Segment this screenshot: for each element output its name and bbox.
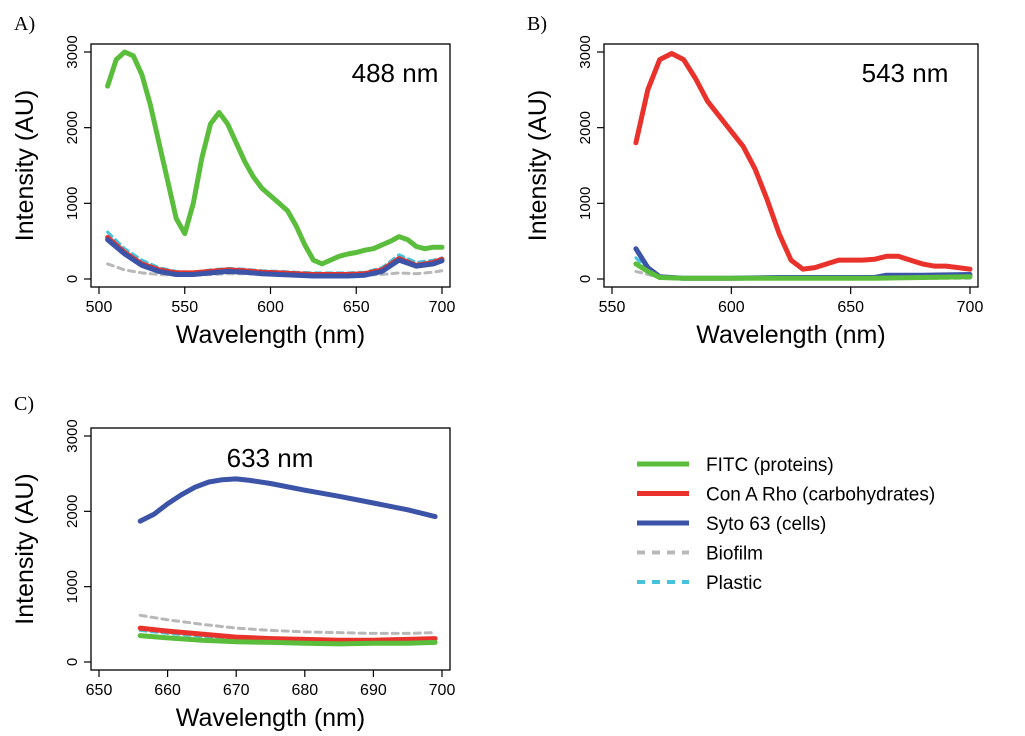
y-axis-label: Intensity (AU) — [11, 90, 39, 241]
excitation-label: 633 nm — [227, 443, 314, 473]
x-tick-label: 650 — [343, 299, 370, 316]
chart-panel-b: 0 1000 2000 3000 550 600 650 700 Wavelength (nm)… — [524, 13, 983, 349]
x-tick-label: 670 — [223, 682, 250, 699]
y-tick-label: 0 — [577, 275, 594, 283]
x-tick-label: 650 — [86, 682, 113, 699]
x-axis-label: Wavelength (nm) — [696, 321, 885, 349]
excitation-label: 543 nm — [862, 58, 949, 88]
x-tick-label: 700 — [429, 682, 456, 699]
x-tick-label: 550 — [599, 299, 626, 316]
x-axis-label: Wavelength (nm) — [176, 704, 365, 732]
legend-label: Biofilm — [706, 544, 763, 565]
plot-frame — [90, 427, 451, 671]
legend-label: Plastic — [706, 573, 762, 594]
panel-label: B) — [527, 13, 547, 35]
x-axis-label: Wavelength (nm) — [176, 321, 365, 349]
y-tick-label: 0 — [64, 658, 81, 666]
legend-label: FITC (proteins) — [706, 455, 834, 476]
x-tick-label: 600 — [257, 299, 284, 316]
legend: FITC (proteins) Con A Rho (carbohydrates)… — [637, 455, 935, 594]
series-line-syto-63-cells — [137, 476, 438, 524]
x-tick-label: 690 — [360, 682, 387, 699]
x-tick-label: 650 — [837, 299, 864, 316]
y-axis-label: Intensity (AU) — [524, 90, 552, 241]
y-tick-label: 1000 — [64, 570, 81, 603]
x-tick-label: 600 — [718, 299, 745, 316]
panel-label: C) — [14, 393, 34, 415]
series-line-fitc-proteins — [633, 261, 973, 281]
series-line-syto-63-cells — [105, 237, 445, 279]
x-tick-label: 660 — [154, 682, 181, 699]
x-tick-label: 700 — [957, 299, 984, 316]
y-axis-label: Intensity (AU) — [11, 473, 39, 624]
y-tick-label: 3000 — [577, 35, 594, 68]
series-line-fitc-proteins — [105, 49, 445, 267]
excitation-label: 488 nm — [352, 58, 439, 88]
series-line-fitc-proteins — [137, 633, 438, 647]
x-tick-label: 550 — [171, 299, 198, 316]
x-tick-label: 700 — [429, 299, 456, 316]
chart-panel-c: 0 1000 2000 3000 650 660 670 680 690 700 Wavelengt… — [11, 393, 455, 732]
plot-frame — [603, 43, 979, 288]
y-tick-label: 2000 — [64, 495, 81, 528]
y-tick-label: 3000 — [64, 35, 81, 68]
y-tick-label: 1000 — [64, 187, 81, 220]
legend-label: Syto 63 (cells) — [706, 514, 826, 535]
series-line-con-a-rho-carbohydrates — [633, 51, 973, 272]
x-tick-label: 500 — [86, 299, 113, 316]
x-tick-label: 680 — [291, 682, 318, 699]
chart-panel-a: 0 1000 2000 3000 500 550 600 650 700 Wavelength (… — [11, 13, 455, 349]
series-line-biofilm — [138, 613, 437, 635]
series-line-con-a-rho-carbohydrates — [137, 625, 438, 643]
y-tick-label: 1000 — [577, 187, 594, 220]
y-tick-label: 2000 — [64, 111, 81, 144]
y-tick-label: 0 — [64, 275, 81, 283]
panel-label: A) — [14, 13, 35, 35]
y-tick-label: 3000 — [64, 419, 81, 452]
y-tick-label: 2000 — [577, 111, 594, 144]
legend-label: Con A Rho (carbohydrates) — [706, 485, 935, 506]
